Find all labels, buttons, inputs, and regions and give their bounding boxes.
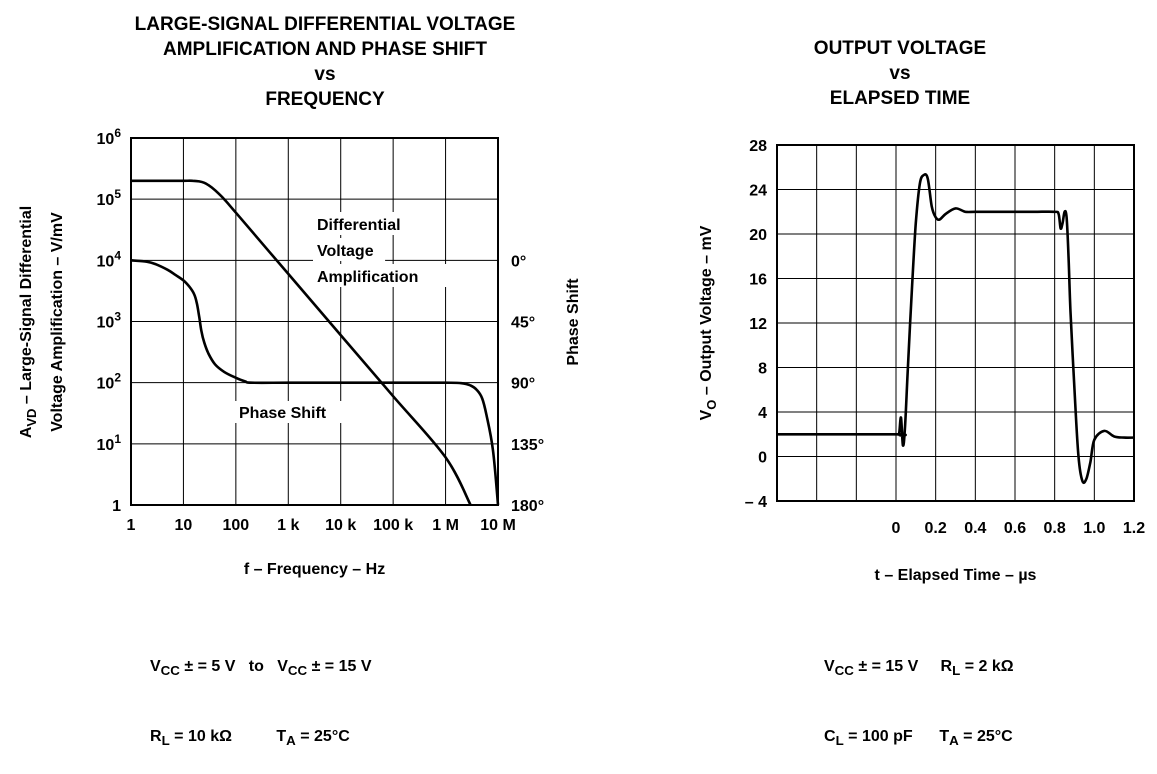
- right-condition-line-1: VCC ± = 15 V RL = 2 kΩ: [824, 658, 1014, 679]
- phase-shift-curve: [130, 259, 500, 506]
- charts-canvas: 1 10 100 1 k 10 k 100 k 1 M 10 M 1 101 102 103 104 10…: [18, 126, 1145, 584]
- gain-series-label: Voltage: [317, 243, 374, 260]
- right-y-tick-label: 20: [749, 227, 767, 244]
- gain-label-backdrop: [313, 264, 447, 287]
- right-test-conditions: VCC ± = 15 V RL = 2 kΩ CL = 100 pF TA = …: [824, 612, 1014, 774]
- left-y-axis-label-line-1: AVD – Large-Signal Differential: [18, 206, 39, 438]
- left-condition-line-2: RL = 10 kΩ TA = 25°C: [150, 728, 350, 749]
- output-voltage-curve: [776, 173, 1135, 485]
- right-chart-title: OUTPUT VOLTAGE vs ELAPSED TIME: [760, 36, 1040, 111]
- right-y-tick-label: 12: [749, 316, 767, 333]
- left-x-tick-label: 10: [175, 517, 193, 534]
- right-x-tick-label: 0.4: [964, 520, 986, 537]
- left-y-tick-label: 101: [97, 432, 122, 454]
- right-title-line-2: vs: [889, 63, 911, 84]
- left-title-line-3: vs: [314, 64, 336, 85]
- right-x-tick-label: 0.2: [925, 520, 947, 537]
- left-x-tick-label: 1: [127, 517, 136, 534]
- right-y-tick-label: 4: [758, 405, 767, 422]
- right-condition-line-2: CL = 100 pF TA = 25°C: [824, 728, 1013, 749]
- left-x-tick-label: 100: [223, 517, 250, 534]
- left-x-tick-label: 1 k: [277, 517, 299, 534]
- left-condition-line-1: VCC ± = 5 V to VCC ± = 15 V: [150, 658, 372, 679]
- right-x-tick-label: 1.2: [1123, 520, 1145, 537]
- right-x-tick-label: 0: [892, 520, 901, 537]
- right-y-tick-label: 28: [749, 138, 767, 155]
- gain-series-label: Differential: [317, 217, 401, 234]
- left-y2-tick-label: 90°: [511, 376, 535, 393]
- left-y2-tick-label: 45°: [511, 315, 535, 332]
- right-x-axis-label: t – Elapsed Time – µs: [875, 567, 1037, 584]
- gain-series-label: Amplification: [317, 269, 418, 286]
- right-x-tick-label: 1.0: [1083, 520, 1105, 537]
- right-y-tick-label: 0: [758, 450, 767, 467]
- phase-label-backdrop: [234, 401, 362, 423]
- right-x-tick-label: 0.8: [1044, 520, 1066, 537]
- left-title-line-2: AMPLIFICATION AND PHASE SHIFT: [162, 39, 488, 60]
- left-y-tick-label: 105: [97, 187, 122, 209]
- left-test-conditions: VCC ± = 5 V to VCC ± = 15 V RL = 10 kΩ T…: [150, 612, 372, 774]
- left-x-tick-label: 100 k: [373, 517, 413, 534]
- left-y2-axis-label: Phase Shift: [565, 278, 582, 366]
- right-y-axis-label: VO – Output Voltage – mV: [698, 225, 719, 420]
- right-x-tick-label: 0.6: [1004, 520, 1026, 537]
- left-y-tick-label: 106: [97, 126, 122, 148]
- left-y2-tick-label: 135°: [511, 437, 544, 454]
- gain-label-backdrop: [313, 238, 386, 261]
- right-plot-frame: [776, 144, 1135, 502]
- left-y-tick-label: 103: [97, 310, 122, 332]
- right-y-tick-label: 16: [749, 272, 767, 289]
- right-title-line-3: ELAPSED TIME: [829, 88, 971, 109]
- left-x-tick-label: 10 k: [325, 517, 356, 534]
- phase-series-label: Phase Shift: [239, 405, 327, 422]
- right-y-tick-label: – 4: [745, 494, 767, 511]
- gain-label-backdrop: [313, 212, 437, 235]
- left-title-line-4: FREQUENCY: [265, 89, 385, 110]
- left-y2-tick-label: 0°: [511, 253, 526, 270]
- left-y-tick-label: 102: [97, 371, 122, 393]
- right-title-line-1: OUTPUT VOLTAGE: [813, 38, 987, 59]
- left-x-tick-label: 10 M: [480, 517, 516, 534]
- left-chart-title: LARGE-SIGNAL DIFFERENTIAL VOLTAGE AMPLIF…: [60, 12, 590, 112]
- right-y-tick-label: 24: [749, 183, 767, 200]
- left-y-tick-label: 104: [97, 248, 122, 270]
- left-plot-frame: [130, 137, 499, 506]
- left-y-tick-label: 1: [112, 498, 121, 515]
- left-x-axis-label: f – Frequency – Hz: [244, 561, 385, 578]
- right-y-tick-label: 8: [758, 361, 767, 378]
- left-y-axis-label-line-2: Voltage Amplification – V/mV: [49, 212, 66, 432]
- left-title-line-1: LARGE-SIGNAL DIFFERENTIAL VOLTAGE: [134, 14, 516, 35]
- left-x-tick-label: 1 M: [432, 517, 459, 534]
- left-y2-tick-label: 180°: [511, 498, 544, 515]
